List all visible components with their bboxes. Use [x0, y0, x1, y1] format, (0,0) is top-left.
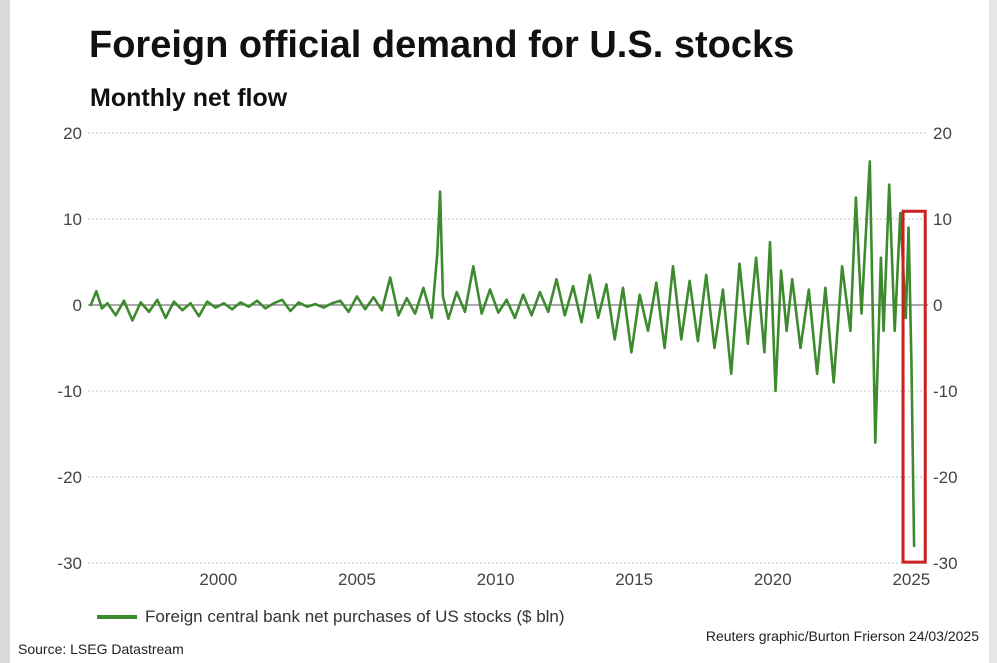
y-tick-label-left: 20 [63, 124, 82, 143]
x-tick-label: 2025 [892, 570, 930, 589]
y-tick-label-right: 10 [933, 210, 952, 229]
x-tick-label: 2020 [754, 570, 792, 589]
highlight-layer [901, 209, 927, 564]
y-axis-left-ticks: 20 10 0 -10 -20 -30 [57, 124, 82, 573]
frame-left-border [0, 0, 10, 663]
gridlines [88, 132, 928, 564]
source-note: Source: LSEG Datastream [18, 641, 184, 657]
chart-title: Foreign official demand for U.S. stocks [89, 24, 795, 66]
series-line [89, 160, 916, 548]
y-tick-label-left: 10 [63, 210, 82, 229]
legend: Foreign central bank net purchases of US… [97, 607, 565, 627]
x-tick-label: 2015 [615, 570, 653, 589]
y-tick-label-right: 0 [933, 296, 942, 315]
series-layer [89, 160, 916, 548]
y-tick-label-left: -10 [57, 382, 82, 401]
frame-right-border [989, 0, 997, 663]
legend-label: Foreign central bank net purchases of US… [145, 607, 565, 626]
highlight-box [901, 209, 927, 564]
y-tick-label-right: -10 [933, 382, 958, 401]
x-tick-label: 2010 [477, 570, 515, 589]
y-tick-label-left: -30 [57, 554, 82, 573]
y-tick-label-right: -20 [933, 468, 958, 487]
x-axis-ticks: 2000 2005 2010 2015 2020 2025 [199, 570, 930, 589]
chart-subtitle: Monthly net flow [90, 84, 288, 112]
y-tick-label-right: -30 [933, 554, 958, 573]
x-tick-label: 2000 [199, 570, 237, 589]
x-tick-label: 2005 [338, 570, 376, 589]
y-tick-label-left: 0 [73, 296, 82, 315]
y-tick-label-right: 20 [933, 124, 952, 143]
credit-note: Reuters graphic/Burton Frierson 24/03/20… [705, 628, 979, 644]
y-axis-right-ticks: 20 10 0 -10 -20 -30 [933, 124, 958, 573]
legend-swatch [97, 615, 137, 619]
y-tick-label-left: -20 [57, 468, 82, 487]
